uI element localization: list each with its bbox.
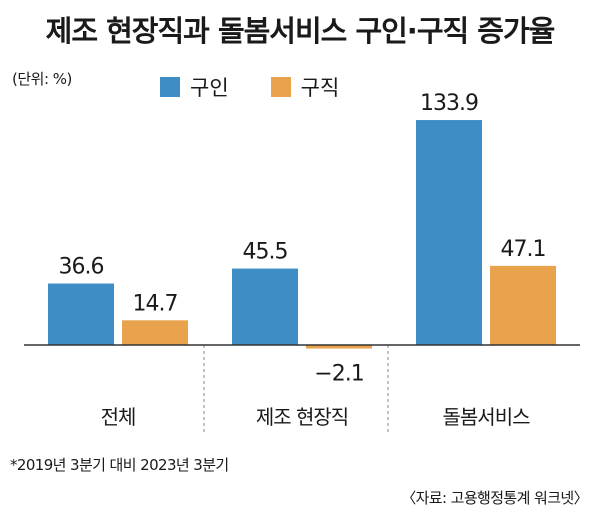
bar-series2-1 <box>306 345 372 349</box>
chart-title: 제조 현장직과 돌봄서비스 구인·구직 증가율 <box>45 14 556 48</box>
category-label: 제조 현장직 <box>256 405 348 429</box>
data-label: 45.5 <box>243 240 288 265</box>
data-label: 36.6 <box>59 255 104 280</box>
bar-series2-2 <box>490 265 556 345</box>
data-label: 47.1 <box>501 237 546 262</box>
bar-series2-0 <box>122 320 188 345</box>
data-label: −2.1 <box>314 362 363 387</box>
bar-series1-1 <box>232 268 298 345</box>
source-note: 〈자료: 고용행정통계 워크넷〉 <box>401 489 588 507</box>
bar-series1-0 <box>48 283 114 345</box>
footnote: *2019년 3분기 대비 2023년 3분기 <box>10 456 229 474</box>
category-label: 전체 <box>101 405 136 429</box>
category-label: 돌봄서비스 <box>443 405 531 429</box>
data-label: 133.9 <box>420 91 478 116</box>
legend-item-series2: 구직 <box>270 72 340 102</box>
unit-label: (단위: %) <box>12 70 72 88</box>
legend-label-series2: 구직 <box>300 76 340 100</box>
data-label: 14.7 <box>133 291 178 316</box>
legend-swatch-series2 <box>270 77 291 97</box>
legend-item-series1: 구인 <box>160 72 229 102</box>
legend: 구인 구직 <box>160 72 381 102</box>
legend-label-series1: 구인 <box>190 76 229 100</box>
bar-series1-2 <box>416 120 482 345</box>
legend-swatch-series1 <box>160 77 180 97</box>
